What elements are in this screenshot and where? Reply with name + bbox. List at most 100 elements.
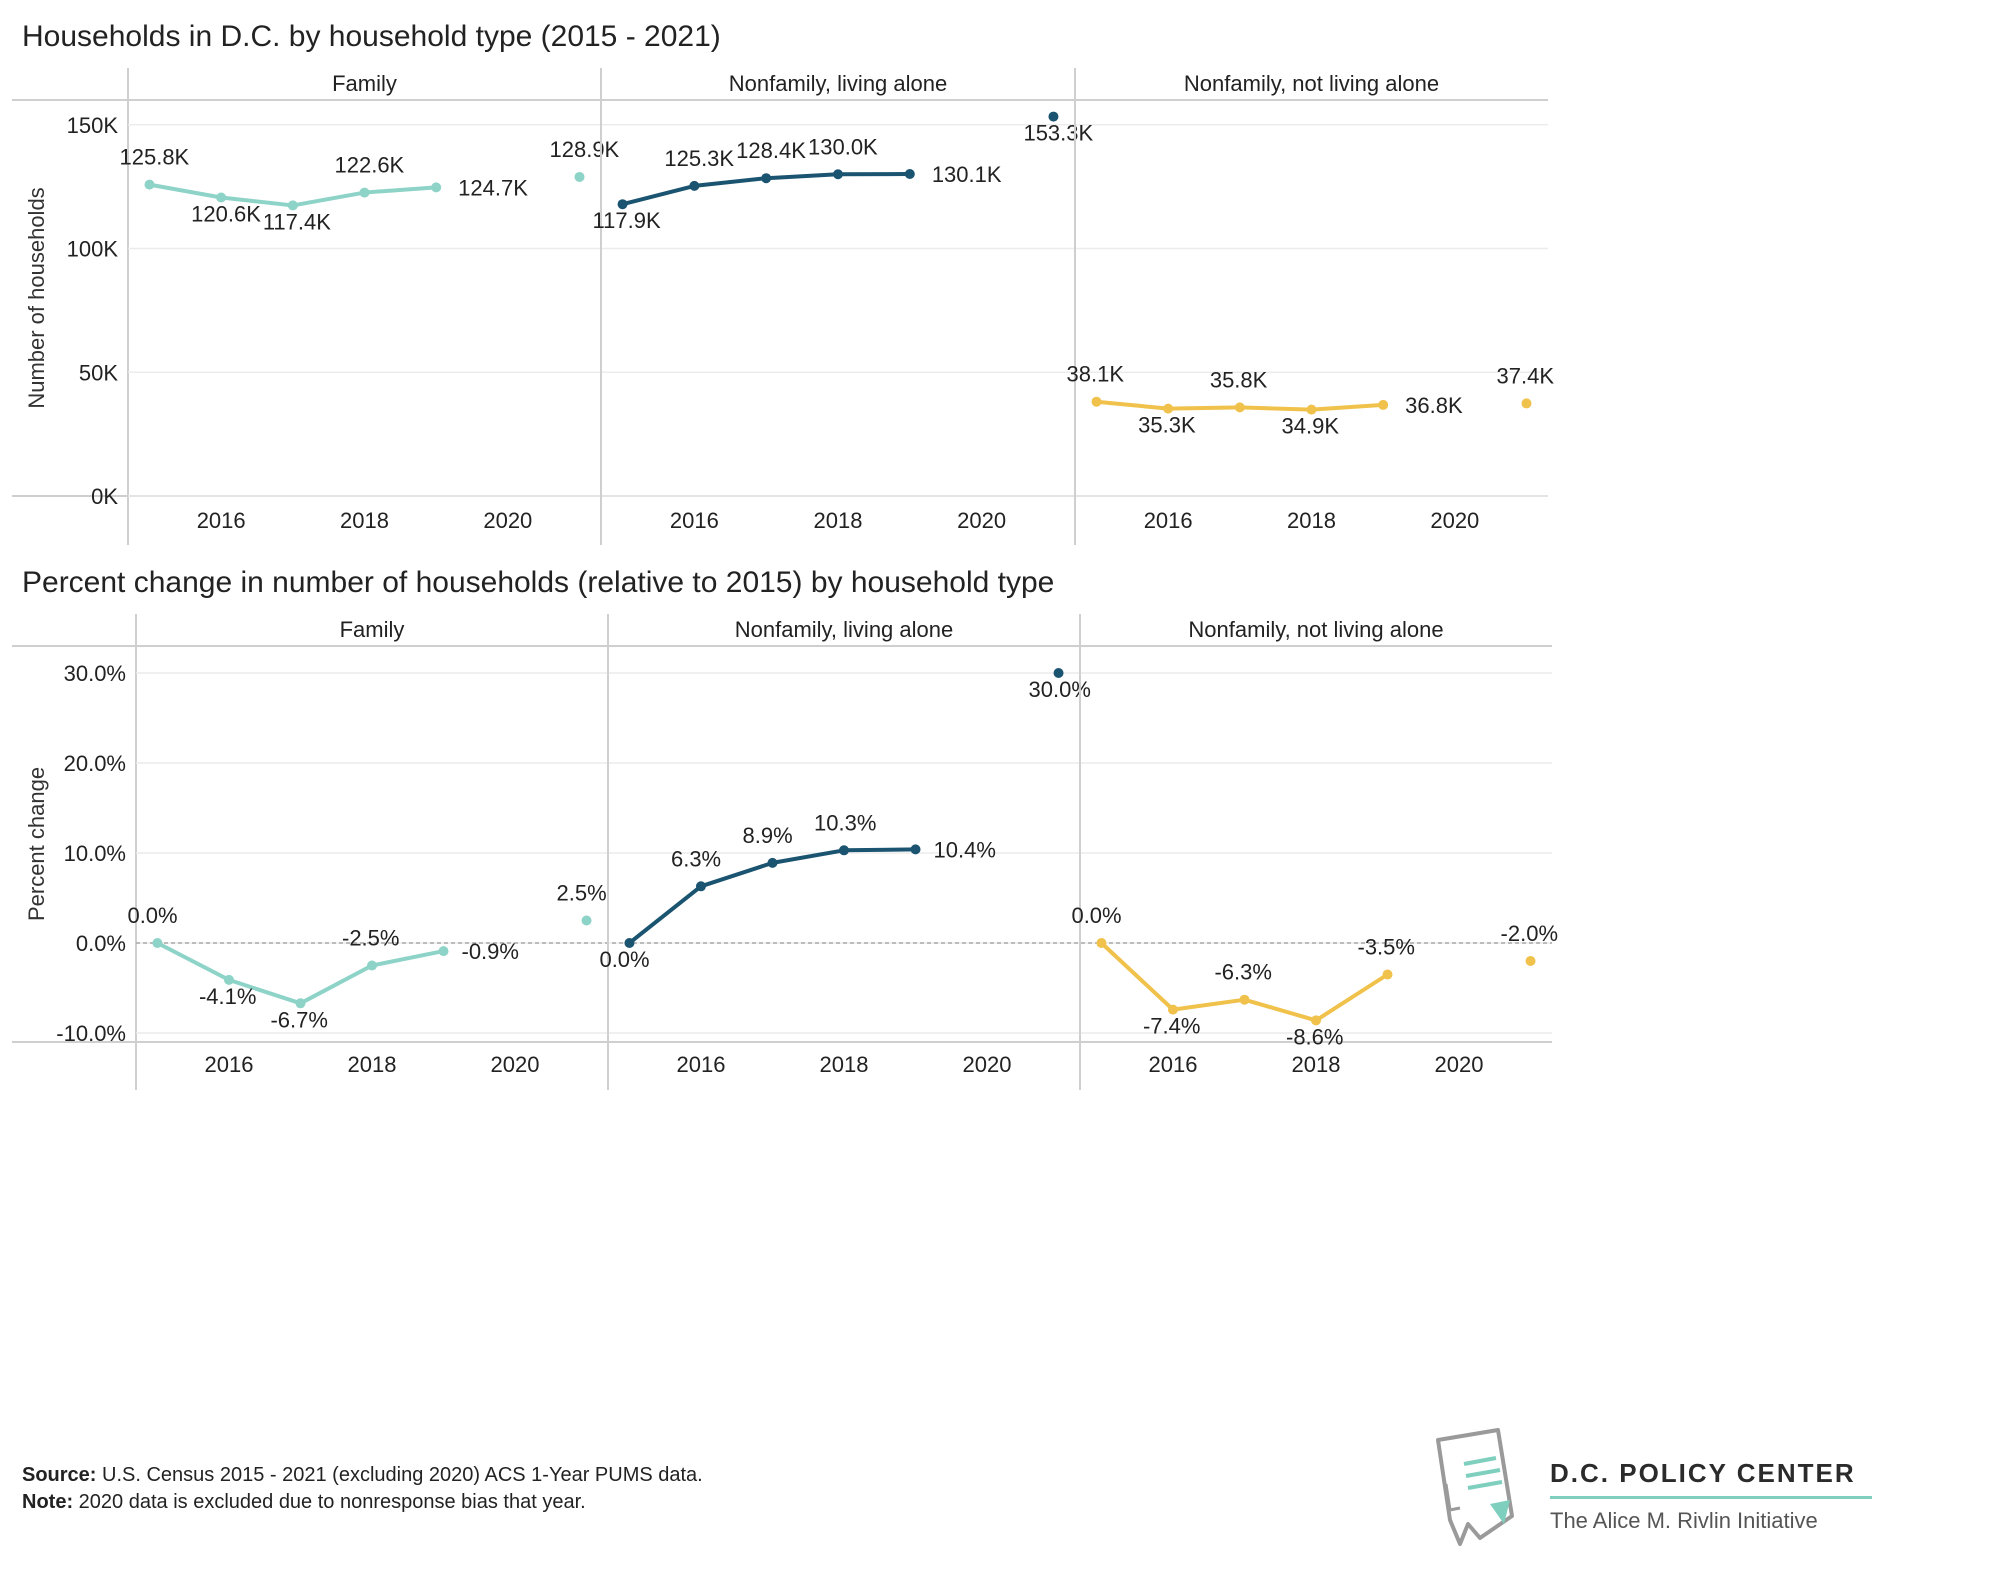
x-tick-label: 2016 (670, 508, 719, 533)
data-label: 0.0% (127, 903, 177, 928)
data-label: 125.3K (664, 146, 734, 171)
data-label: 0.0% (599, 947, 649, 972)
data-label: 2.5% (557, 881, 607, 906)
data-label: -6.3% (1214, 960, 1271, 985)
data-point (833, 169, 843, 180)
data-label: -2.5% (342, 926, 399, 951)
x-tick-label: 2016 (204, 1052, 253, 1077)
data-label: 35.8K (1210, 367, 1268, 392)
data-point (223, 974, 234, 985)
data-point (767, 857, 778, 868)
data-point (617, 199, 628, 210)
note-line: Note: 2020 data is excluded due to nonre… (22, 1491, 586, 1513)
data-label: 10.3% (814, 810, 876, 835)
data-point (1525, 956, 1536, 966)
data-point (1306, 404, 1317, 415)
panel-header: Family (332, 71, 397, 96)
data-label: -0.9% (462, 939, 519, 964)
data-point (1053, 668, 1064, 678)
data-point (1311, 1015, 1321, 1026)
x-tick-label: 2020 (491, 1052, 540, 1077)
data-point (695, 881, 706, 892)
data-point (574, 171, 585, 182)
y-tick-label: 0.0% (76, 931, 126, 956)
data-point (216, 192, 227, 203)
x-tick-label: 2018 (820, 1052, 869, 1077)
brand-divider (1550, 1496, 1872, 1499)
data-point (689, 180, 700, 191)
data-label: 128.4K (736, 138, 806, 163)
x-tick-label: 2018 (348, 1052, 397, 1077)
data-label: -2.0% (1501, 921, 1558, 946)
data-label: 37.4K (1497, 363, 1555, 388)
data-label: 124.7K (458, 175, 528, 200)
data-point (839, 845, 849, 856)
y-tick-label: 50K (79, 360, 118, 385)
panel-header: Nonfamily, living alone (735, 617, 953, 642)
data-label: 153.3K (1023, 121, 1093, 146)
source-line: Source: U.S. Census 2015 - 2021 (excludi… (22, 1464, 703, 1486)
x-tick-label: 2018 (1292, 1052, 1341, 1077)
data-point (910, 844, 921, 855)
data-point (438, 946, 449, 957)
data-label: 130.0K (808, 134, 878, 159)
data-label: 0.0% (1071, 903, 1121, 928)
data-label: 120.6K (191, 202, 261, 227)
brand-subtitle: The Alice M. Rivlin Initiative (1550, 1508, 1818, 1533)
data-point (144, 179, 155, 190)
panel-header: Nonfamily, not living alone (1188, 617, 1443, 642)
y-tick-label: 10.0% (64, 841, 126, 866)
x-tick-label: 2020 (1435, 1052, 1484, 1077)
data-label: 30.0% (1029, 677, 1091, 702)
data-point (904, 169, 915, 180)
chart-title: Households in D.C. by household type (20… (22, 20, 721, 53)
data-point (1091, 396, 1102, 407)
x-tick-label: 2016 (1148, 1052, 1197, 1077)
data-point (1048, 111, 1059, 122)
data-point (1521, 398, 1532, 409)
panel-header: Nonfamily, not living alone (1184, 71, 1439, 96)
data-point (761, 173, 772, 184)
data-point (367, 960, 377, 971)
data-label: 6.3% (671, 846, 721, 871)
footer-notes: Source: U.S. Census 2015 - 2021 (excludi… (22, 1462, 703, 1516)
data-point (1382, 969, 1393, 980)
data-label: 34.9K (1282, 414, 1340, 439)
data-label: 130.1K (932, 162, 1002, 187)
data-point (624, 938, 635, 948)
x-tick-label: 2016 (676, 1052, 725, 1077)
y-tick-label: 0K (91, 484, 118, 509)
y-tick-label: -10.0% (56, 1021, 126, 1046)
y-axis-label: Percent change (24, 767, 49, 921)
data-point (1167, 1004, 1178, 1015)
document-map-icon (1436, 1428, 1514, 1546)
data-label: 122.6K (335, 153, 405, 178)
data-label: 128.9K (550, 137, 620, 162)
x-tick-label: 2020 (963, 1052, 1012, 1077)
data-label: -7.4% (1143, 1014, 1200, 1039)
chart-title: Percent change in number of households (… (22, 566, 1054, 599)
data-point (359, 187, 370, 198)
x-tick-label: 2018 (814, 508, 863, 533)
y-tick-label: 20.0% (64, 751, 126, 776)
x-tick-label: 2018 (1287, 508, 1336, 533)
data-point (295, 998, 306, 1009)
y-tick-label: 150K (67, 113, 119, 138)
data-point (1239, 994, 1250, 1005)
data-label: -6.7% (270, 1007, 327, 1032)
data-label: 8.9% (742, 823, 792, 848)
x-tick-label: 2016 (197, 508, 246, 533)
data-label: -4.1% (199, 984, 256, 1009)
data-point (287, 200, 298, 211)
data-point (152, 938, 163, 948)
data-label: 36.8K (1405, 393, 1463, 418)
x-tick-label: 2020 (483, 508, 532, 533)
data-point (581, 915, 592, 926)
y-tick-label: 30.0% (64, 661, 126, 686)
data-point (431, 182, 442, 193)
data-label: 125.8K (120, 145, 190, 170)
panel-header: Nonfamily, living alone (729, 71, 947, 96)
data-label: 38.1K (1067, 362, 1125, 387)
data-label: 117.9K (593, 208, 661, 233)
